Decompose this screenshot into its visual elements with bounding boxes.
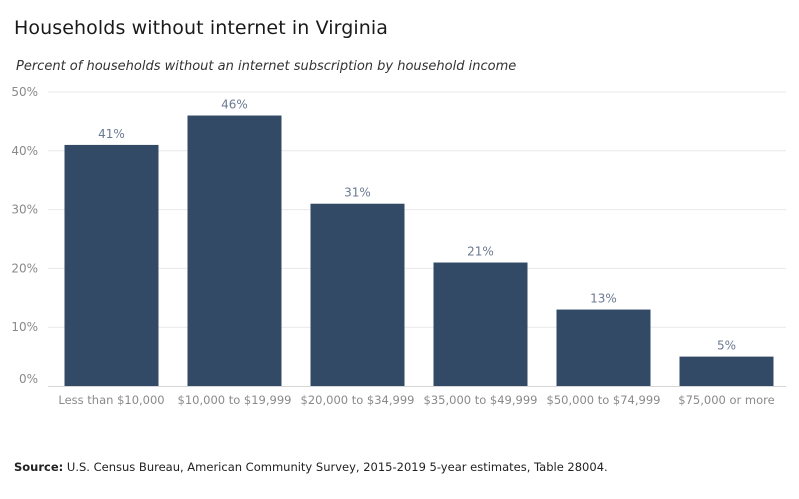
source-label: Source: [14, 460, 64, 474]
y-tick-label: 20% [11, 261, 38, 275]
source-text: U.S. Census Bureau, American Community S… [63, 460, 608, 474]
bar [187, 115, 282, 387]
x-tick-label: $75,000 or more [678, 393, 774, 407]
y-tick-label: 50% [11, 85, 38, 99]
chart-title: Households without internet in Virginia [14, 17, 389, 39]
bar [679, 356, 774, 386]
x-tick-label: Less than $10,000 [58, 393, 164, 407]
source-note: Source: U.S. Census Bureau, American Com… [14, 460, 608, 474]
data-label: 21% [467, 245, 494, 259]
y-tick-label: 30% [11, 203, 38, 217]
bar [310, 203, 405, 386]
y-tick-label: 10% [11, 320, 38, 334]
x-tick-label: $20,000 to $34,999 [301, 393, 415, 407]
bar [556, 309, 651, 386]
data-label: 13% [590, 292, 617, 306]
bar-chart: 0% 10% 20% 30% 40% 50% 41% Less than $10,000 46%… [11, 85, 786, 407]
x-tick-label: $10,000 to $19,999 [178, 393, 292, 407]
data-label: 46% [221, 98, 248, 112]
data-label: 41% [98, 127, 125, 141]
chart-subtitle: Percent of households without an interne… [16, 59, 517, 74]
data-label: 5% [717, 339, 736, 353]
data-label: 31% [344, 186, 371, 200]
bar [64, 144, 159, 386]
x-tick-label: $35,000 to $49,999 [424, 393, 538, 407]
x-tick-label: $50,000 to $74,999 [547, 393, 661, 407]
y-tick-label: 40% [11, 144, 38, 158]
y-tick-label: 0% [19, 372, 38, 386]
bar [433, 262, 528, 386]
